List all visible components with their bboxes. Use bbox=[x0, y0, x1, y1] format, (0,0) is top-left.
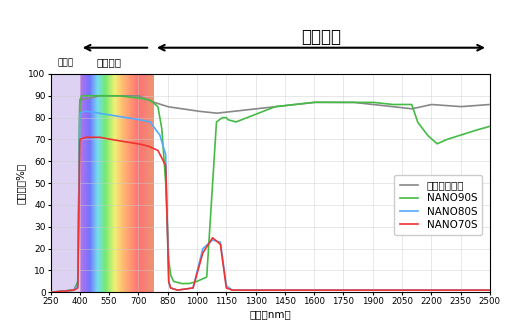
フィルムなし bbox=[474, 103, 480, 108]
NANO70S bbox=[83, 135, 89, 139]
NANO70S bbox=[393, 288, 399, 292]
フィルムなし bbox=[474, 103, 480, 108]
Bar bbox=[50, 74, 80, 292]
NANO70S bbox=[261, 288, 267, 292]
NANO70S bbox=[70, 288, 76, 292]
NANO90S bbox=[393, 102, 399, 107]
Text: 近赤外線: 近赤外線 bbox=[301, 28, 341, 46]
NANO90S bbox=[261, 109, 267, 113]
フィルムなし bbox=[487, 102, 493, 107]
Legend: フィルムなし, NANO90S, NANO80S, NANO70S: フィルムなし, NANO90S, NANO80S, NANO70S bbox=[394, 175, 482, 235]
Line: NANO80S: NANO80S bbox=[50, 111, 490, 292]
フィルムなし bbox=[96, 94, 103, 98]
NANO90S bbox=[249, 114, 256, 118]
NANO70S bbox=[474, 288, 480, 292]
NANO70S bbox=[47, 290, 54, 294]
Line: フィルムなし: フィルムなし bbox=[50, 96, 490, 292]
NANO80S bbox=[70, 288, 76, 292]
フィルムなし bbox=[47, 290, 54, 294]
Line: NANO70S: NANO70S bbox=[50, 137, 490, 292]
Y-axis label: 透過率（%）: 透過率（%） bbox=[16, 163, 26, 204]
NANO80S bbox=[261, 288, 267, 292]
フィルムなし bbox=[249, 107, 256, 111]
NANO80S bbox=[474, 288, 480, 292]
NANO90S bbox=[70, 288, 76, 292]
NANO90S bbox=[47, 290, 54, 294]
NANO90S bbox=[487, 124, 493, 128]
NANO90S bbox=[474, 128, 480, 132]
NANO90S bbox=[474, 128, 480, 132]
NANO80S bbox=[487, 288, 493, 292]
フィルムなし bbox=[70, 288, 76, 292]
NANO80S bbox=[47, 290, 54, 294]
Text: 可視光線: 可視光線 bbox=[97, 57, 122, 68]
NANO80S bbox=[393, 288, 399, 292]
NANO80S bbox=[249, 288, 256, 292]
NANO80S bbox=[83, 109, 89, 113]
NANO90S bbox=[79, 94, 85, 98]
NANO70S bbox=[249, 288, 256, 292]
Line: NANO90S: NANO90S bbox=[50, 96, 490, 292]
NANO80S bbox=[474, 288, 480, 292]
X-axis label: 波長（nm）: 波長（nm） bbox=[249, 309, 291, 319]
フィルムなし bbox=[393, 105, 399, 109]
NANO70S bbox=[487, 288, 493, 292]
NANO70S bbox=[474, 288, 480, 292]
フィルムなし bbox=[261, 106, 267, 110]
Text: 紫外線: 紫外線 bbox=[57, 58, 73, 68]
